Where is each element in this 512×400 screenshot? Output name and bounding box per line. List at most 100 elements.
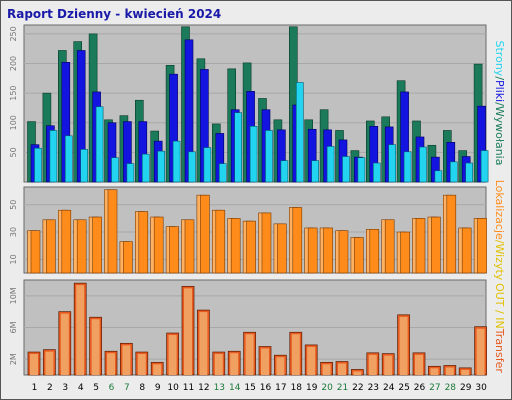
bar-transfer-highlight (384, 355, 393, 375)
bar-pages (372, 162, 381, 183)
legend-transfer-part: OUT (493, 283, 506, 307)
legend-hits-files-pages: Strony/Pliki/Wywołania (493, 41, 506, 166)
bar-transfer-highlight (445, 367, 454, 375)
bar-transfer-highlight (322, 364, 331, 375)
bar-transfer-highlight (307, 346, 316, 375)
bar-pages (357, 157, 366, 183)
y-tick-label: 30 (9, 227, 18, 237)
bar-pages (142, 153, 150, 183)
x-tick-label-day: 2 (47, 383, 53, 393)
bar-transfer-highlight (184, 288, 192, 375)
bar-transfer-highlight (261, 348, 269, 375)
bar-transfer-highlight (399, 316, 408, 375)
bar-pages (188, 151, 196, 183)
bar-locations (415, 218, 426, 274)
legend-visits-locations: Lokalizacje/Wizyty (493, 180, 506, 281)
x-tick-label-day: 18 (291, 383, 303, 393)
bar-locations (354, 237, 364, 274)
y-tick-label: 200 (9, 56, 18, 71)
bar-pages (34, 147, 42, 183)
x-tick-label-day: 25 (398, 383, 409, 393)
bar-transfer-highlight (199, 312, 208, 375)
bar-pages (419, 146, 427, 183)
x-tick-label-day: 14 (229, 383, 241, 393)
bar-locations (200, 194, 210, 274)
bar-transfer-highlight (214, 354, 223, 375)
x-tick-label-day: 24 (383, 383, 395, 393)
bar-locations (123, 241, 133, 274)
bar-pages (172, 140, 181, 183)
x-tick-label-day: 11 (183, 383, 194, 393)
x-tick-label-day: 12 (198, 383, 209, 393)
bar-locations (138, 211, 149, 274)
bar-pages (295, 82, 304, 183)
legend-transfer-part: IN (493, 317, 506, 328)
bar-pages (465, 162, 474, 183)
y-tick-label: 2M (9, 353, 18, 365)
bar-pages (95, 106, 104, 183)
x-tick-label-day: 8 (139, 383, 145, 393)
bar-locations (292, 207, 303, 274)
bar-locations (246, 220, 256, 274)
legend-transfer-part: / (493, 307, 506, 318)
legend-visits-locations-part: Lokalizacje (493, 180, 506, 240)
bar-transfer-highlight (461, 369, 470, 375)
y-tick-label: 50 (9, 147, 18, 157)
x-tick-label-day: 29 (460, 383, 472, 393)
bar-pages (65, 135, 73, 183)
x-tick-label-day: 17 (275, 383, 286, 393)
legend-hits-files-pages-part: / (493, 76, 506, 80)
x-tick-label-day: 22 (352, 383, 363, 393)
bar-locations (61, 209, 72, 274)
bar-locations (477, 218, 487, 274)
x-tick-label-day: 30 (475, 383, 487, 393)
bar-pages (49, 130, 58, 183)
bar-transfer-highlight (122, 345, 131, 375)
bar-locations (461, 227, 472, 274)
bar-pages (219, 163, 227, 183)
bar-pages (234, 112, 242, 183)
bar-locations (338, 230, 349, 274)
bar-locations (107, 189, 118, 274)
bar-locations (446, 194, 457, 274)
bar-locations (153, 216, 164, 274)
x-tick-label-day: 7 (124, 383, 130, 393)
bar-pages (265, 130, 273, 183)
legend-hits-files-pages-part: Wywołania (493, 106, 506, 166)
bar-locations (307, 227, 318, 274)
bar-transfer-highlight (76, 285, 85, 375)
bar-pages (449, 161, 458, 183)
panel-3: 2M 6M 10M (9, 279, 487, 376)
page-title: Raport Dzienny - kwiecień 2024 (7, 7, 222, 21)
bar-locations (76, 219, 87, 274)
legend-visits-locations-part: / (493, 240, 506, 244)
bar-pages (280, 160, 289, 183)
x-tick-label-day: 28 (445, 383, 457, 393)
x-tick-label-day: 15 (244, 383, 255, 393)
bar-transfer-highlight (476, 328, 485, 375)
y-tick-label: 10 (9, 254, 18, 264)
bar-pages (157, 150, 165, 183)
bar-locations (261, 212, 272, 274)
bar-transfer-highlight (45, 351, 54, 375)
bar-transfer-highlight (415, 354, 423, 375)
bar-locations (369, 229, 380, 274)
bar-transfer-highlight (368, 354, 377, 375)
y-tick-label: 100 (9, 115, 18, 130)
bar-transfer-highlight (430, 368, 439, 375)
bar-pages (434, 170, 443, 183)
x-tick-label-day: 1 (32, 383, 38, 393)
bar-transfer-highlight (153, 364, 162, 375)
x-tick-label-day: 10 (167, 383, 179, 393)
x-tick-label-day: 16 (260, 383, 272, 393)
x-tick-label-day: 27 (429, 383, 440, 393)
x-tick-label-day: 4 (78, 383, 84, 393)
x-tick-label-day: 19 (306, 383, 318, 393)
bar-locations (431, 216, 441, 274)
bar-locations (230, 218, 241, 274)
bar-transfer-highlight (107, 353, 115, 375)
bar-transfer-highlight (168, 335, 177, 375)
legend-visits-locations-part: Wizyty (493, 244, 506, 281)
y-tick-label: 6M (9, 321, 18, 333)
